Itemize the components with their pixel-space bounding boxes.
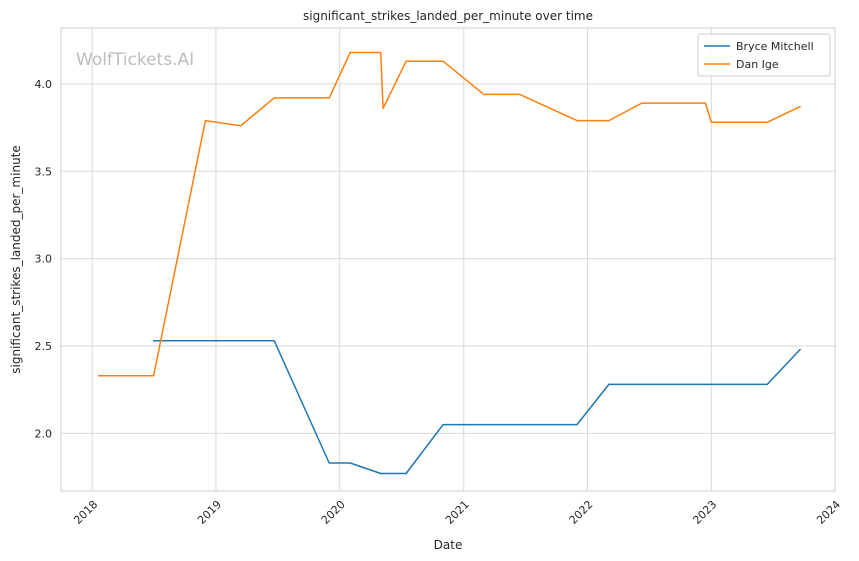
data-point-dan-ige: [328, 96, 331, 99]
grid-lines: [61, 28, 836, 491]
x-tick-label: 2022: [567, 498, 596, 527]
data-point-bryce-mitchell: [442, 423, 445, 426]
data-point-dan-ige: [607, 119, 610, 122]
data-point-dan-ige: [382, 107, 385, 110]
legend: Bryce Mitchell Dan Ige: [697, 33, 831, 77]
data-point-bryce-mitchell: [273, 339, 276, 342]
y-axis: 2.0 2.5 3.0 3.5 4.0: [35, 78, 53, 440]
x-tick-label: 2020: [319, 498, 348, 527]
data-point-bryce-mitchell: [576, 423, 579, 426]
x-tick-label: 2021: [443, 498, 472, 527]
y-axis-title: significant_strikes_landed_per_minute: [9, 145, 23, 374]
legend-label-bryce-mitchell: Bryce Mitchell: [736, 40, 814, 53]
data-point-dan-ige: [273, 96, 276, 99]
data-point-bryce-mitchell: [710, 383, 713, 386]
y-tick-label: 3.5: [35, 165, 53, 178]
x-tick-label: 2023: [690, 498, 719, 527]
x-tick-label: 2024: [814, 498, 843, 527]
data-point-dan-ige: [482, 93, 485, 96]
data-point-dan-ige: [204, 119, 207, 122]
y-tick-label: 4.0: [35, 78, 53, 91]
chart-title: significant_strikes_landed_per_minute ov…: [303, 9, 593, 23]
data-point-dan-ige: [97, 374, 100, 377]
series-layer: [97, 51, 801, 475]
data-point-bryce-mitchell: [607, 383, 610, 386]
x-tick-label: 2018: [71, 498, 100, 527]
data-point-dan-ige: [405, 60, 408, 63]
data-point-bryce-mitchell: [349, 462, 352, 465]
data-point-dan-ige: [442, 60, 445, 63]
plot-frame: [60, 27, 836, 492]
data-point-dan-ige: [239, 124, 242, 127]
data-point-dan-ige: [379, 51, 382, 54]
series-line-bryce-mitchell: [152, 339, 801, 475]
data-point-dan-ige: [576, 119, 579, 122]
x-tick-label: 2019: [195, 498, 224, 527]
data-point-dan-ige: [704, 102, 707, 105]
watermark: WolfTickets.AI: [76, 50, 194, 70]
data-point-bryce-mitchell: [799, 348, 802, 351]
legend-box: [697, 33, 831, 77]
x-axis: 2018 2019 2020 2021 2022 2023 2024: [71, 498, 843, 527]
series-line-dan-ige: [97, 51, 801, 377]
data-point-dan-ige: [640, 102, 643, 105]
data-point-dan-ige: [710, 121, 713, 124]
data-point-dan-ige: [152, 374, 155, 377]
data-point-bryce-mitchell: [766, 383, 769, 386]
data-point-dan-ige: [766, 121, 769, 124]
data-point-bryce-mitchell: [152, 339, 155, 342]
x-axis-title: Date: [434, 538, 463, 552]
y-tick-label: 2.0: [35, 427, 53, 440]
y-tick-label: 3.0: [35, 253, 53, 266]
data-point-dan-ige: [518, 93, 521, 96]
data-point-dan-ige: [799, 105, 802, 108]
data-point-bryce-mitchell: [405, 472, 408, 475]
y-tick-label: 2.5: [35, 340, 53, 353]
data-point-bryce-mitchell: [379, 472, 382, 475]
legend-label-dan-ige: Dan Ige: [736, 58, 779, 71]
data-point-dan-ige: [349, 51, 352, 54]
data-point-bryce-mitchell: [328, 462, 331, 465]
